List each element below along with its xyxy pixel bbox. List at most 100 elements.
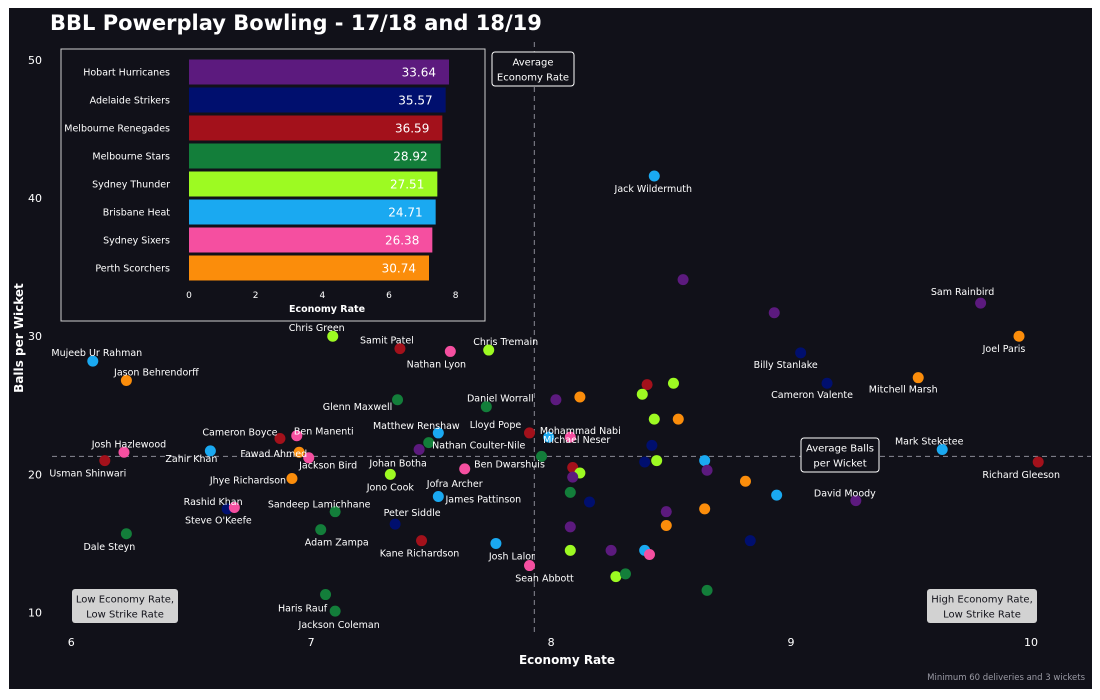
point-unlabelled-49 (667, 377, 679, 389)
inset-bar-brisbane-heat (189, 199, 436, 225)
point-samit-patel (394, 343, 406, 355)
point-chris-green (327, 330, 339, 342)
label-nathan-lyon: Nathan Lyon (407, 359, 466, 370)
inset-bar-chart: Hobart Hurricanes 33.64 Adelaide Strikers 3… (60, 48, 486, 322)
label-nathan-coulter-nile: Nathan Coulter-Nile (432, 441, 525, 452)
inset-x-tick-6: 6 (386, 291, 392, 301)
label-jackson-coleman: Jackson Coleman (298, 620, 380, 631)
label-jono-cook: Jono Cook (366, 482, 415, 493)
label-sam-rainbird: Sam Rainbird (931, 287, 994, 298)
label-mitchell-marsh: Mitchell Marsh (869, 385, 938, 396)
label-steve-o-keefe: Steve O'Keefe (185, 516, 252, 527)
label-jack-wildermuth: Jack Wildermuth (614, 184, 692, 195)
point-joel-paris (1013, 330, 1025, 342)
label-chris-green: Chris Green (289, 323, 345, 334)
label-james-pattinson: James Pattinson (444, 494, 521, 505)
inset-bar-perth-scorchers (189, 255, 429, 281)
inset-category-sydney-thunder: Sydney Thunder (92, 180, 170, 191)
inset-bar-melbourne-stars (189, 143, 441, 169)
point-mohammad-nabi (564, 431, 576, 443)
label-kane-richardson: Kane Richardson (380, 549, 460, 560)
point-steve-o-keefe (228, 502, 240, 514)
label-ben-manenti: Ben Manenti (294, 427, 354, 438)
label-ben-dwarshuis: Ben Dwarshuis (474, 459, 545, 470)
point-unlabelled-51 (574, 391, 586, 403)
point-jhye-richardson (286, 473, 298, 485)
point-james-pattinson (432, 490, 444, 502)
point-unlabelled-72 (564, 544, 576, 556)
point-unlabelled-77 (619, 568, 631, 580)
point-lloyd-pope (524, 427, 536, 439)
y-axis-label: Balls per Wicket (12, 283, 26, 393)
low-economy-low-strike-note-line-2: Low Strike Rate (86, 610, 164, 621)
label-peter-siddle: Peter Siddle (384, 508, 441, 519)
inset-bar-hobart-hurricanes (189, 59, 449, 85)
label-haris-rauf: Haris Rauf (278, 604, 328, 615)
chart-title: BBL Powerplay Bowling - 17/18 and 18/19 (50, 11, 542, 35)
label-mark-steketee: Mark Steketee (895, 437, 964, 448)
inset-bar-label-sydney-thunder: 27.51 (390, 178, 424, 192)
label-cameron-valente: Cameron Valente (771, 390, 853, 401)
footnote: Minimum 60 deliveries and 3 wickets (927, 673, 1085, 683)
inset-x-tick-2: 2 (253, 291, 259, 301)
point-unlabelled-76 (610, 571, 622, 583)
point-unlabelled-56 (699, 455, 711, 467)
point-unlabelled-61 (567, 471, 579, 483)
inset-category-hobart-hurricanes: Hobart Hurricanes (83, 68, 170, 79)
inset-x-axis-label: Economy Rate (289, 304, 365, 315)
label-glenn-maxwell: Glenn Maxwell (323, 402, 392, 413)
label-fawad-ahmed: Fawad Ahmed (240, 449, 307, 460)
point-david-moody (850, 495, 862, 507)
low-economy-low-strike-note: Low Economy Rate, Low Strike Rate (72, 589, 178, 623)
label-zahir-khan: Zahir Khan (165, 454, 217, 465)
inset-bar-label-brisbane-heat: 24.71 (388, 206, 422, 220)
point-unlabelled-54 (672, 413, 684, 425)
label-usman-shinwari: Usman Shinwari (49, 469, 126, 480)
label-daniel-worrall: Daniel Worrall (467, 394, 534, 405)
high-economy-low-strike-note-line-2: Low Strike Rate (943, 610, 1021, 621)
label-chris-tremain: Chris Tremain (473, 337, 538, 348)
inset-bar-sydney-sixers (189, 227, 433, 253)
label-josh-lalor: Josh Lalor (488, 551, 535, 562)
point-daniel-worrall (480, 401, 492, 413)
point-unlabelled-57 (651, 455, 663, 467)
reference-lines (52, 42, 1091, 636)
average-economy-note-line-2: Economy Rate (497, 73, 569, 84)
point-unlabelled-50 (636, 388, 648, 400)
inset-category-melbourne-renegades: Melbourne Renegades (64, 124, 170, 135)
inset-category-brisbane-heat: Brisbane Heat (103, 208, 171, 219)
point-richard-gleeson (1032, 456, 1044, 468)
inset-bar-melbourne-renegades (189, 115, 443, 141)
point-jackson-coleman (329, 605, 341, 617)
point-unlabelled-58 (639, 456, 651, 468)
point-unlabelled-48 (641, 379, 653, 391)
point-jason-behrendorff (120, 374, 132, 386)
label-jason-behrendorff: Jason Behrendorff (113, 367, 199, 378)
point-unlabelled-52 (550, 394, 562, 406)
low-economy-low-strike-note-box (72, 589, 178, 623)
low-economy-low-strike-note-line-1: Low Economy Rate, (76, 595, 174, 606)
point-billy-stanlake (795, 347, 807, 359)
point-jono-cook (384, 468, 396, 480)
point-glenn-maxwell (392, 394, 404, 406)
point-unlabelled-66 (583, 496, 595, 508)
high-economy-low-strike-note-line-1: High Economy Rate, (931, 595, 1033, 606)
x-tick-8: 8 (548, 636, 555, 649)
point-unlabelled-46 (677, 274, 689, 286)
x-tick-7: 7 (308, 636, 315, 649)
point-usman-shinwari (99, 455, 111, 467)
point-matthew-renshaw (432, 427, 444, 439)
point-mujeeb-ur-rahman (87, 355, 99, 367)
inset-bar-label-adelaide-strikers: 35.57 (398, 94, 432, 108)
label-michael-neser: Michael Neser (543, 435, 610, 446)
label-rashid-khan: Rashid Khan (184, 497, 243, 508)
point-dale-steyn (120, 528, 132, 540)
point-unlabelled-67 (660, 506, 672, 518)
inset-category-sydney-sixers: Sydney Sixers (103, 236, 170, 247)
average-economy-note-box (491, 51, 575, 87)
inset-bar-sydney-thunder (189, 171, 438, 197)
inset-bar-label-perth-scorchers: 30.74 (382, 262, 416, 276)
y-tick-20: 20 (28, 468, 42, 481)
point-mark-steketee (936, 444, 948, 456)
point-unlabelled-64 (771, 489, 783, 501)
